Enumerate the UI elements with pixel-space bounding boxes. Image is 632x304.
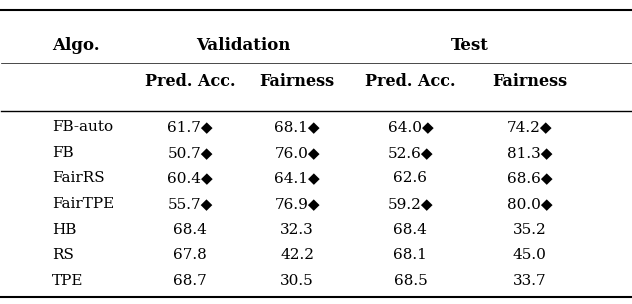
Text: 62.6: 62.6 [393, 171, 427, 185]
Text: 68.6◆: 68.6◆ [507, 171, 553, 185]
Text: 81.3◆: 81.3◆ [507, 146, 553, 160]
Text: TPE: TPE [52, 274, 83, 288]
Text: 76.0◆: 76.0◆ [274, 146, 320, 160]
Text: 68.4: 68.4 [394, 223, 427, 237]
Text: 61.7◆: 61.7◆ [167, 120, 213, 134]
Text: Pred. Acc.: Pred. Acc. [145, 73, 235, 90]
Text: 68.5: 68.5 [394, 274, 427, 288]
Text: FairRS: FairRS [52, 171, 104, 185]
Text: 76.9◆: 76.9◆ [274, 197, 320, 211]
Text: 55.7◆: 55.7◆ [167, 197, 213, 211]
Text: HB: HB [52, 223, 76, 237]
Text: FB: FB [52, 146, 73, 160]
Text: Fairness: Fairness [260, 73, 335, 90]
Text: 32.3: 32.3 [280, 223, 314, 237]
Text: Fairness: Fairness [492, 73, 568, 90]
Text: 80.0◆: 80.0◆ [507, 197, 553, 211]
Text: 64.0◆: 64.0◆ [387, 120, 434, 134]
Text: 30.5: 30.5 [280, 274, 314, 288]
Text: 68.7: 68.7 [173, 274, 207, 288]
Text: 68.1◆: 68.1◆ [274, 120, 320, 134]
Text: Pred. Acc.: Pred. Acc. [365, 73, 456, 90]
Text: Test: Test [451, 36, 489, 54]
Text: Algo.: Algo. [52, 36, 99, 54]
Text: 60.4◆: 60.4◆ [167, 171, 213, 185]
Text: 45.0: 45.0 [513, 248, 547, 262]
Text: 64.1◆: 64.1◆ [274, 171, 320, 185]
Text: 33.7: 33.7 [513, 274, 547, 288]
Text: 50.7◆: 50.7◆ [167, 146, 213, 160]
Text: 68.1: 68.1 [394, 248, 427, 262]
Text: 42.2: 42.2 [280, 248, 314, 262]
Text: 59.2◆: 59.2◆ [387, 197, 433, 211]
Text: 67.8: 67.8 [173, 248, 207, 262]
Text: 35.2: 35.2 [513, 223, 547, 237]
Text: 68.4: 68.4 [173, 223, 207, 237]
Text: 52.6◆: 52.6◆ [387, 146, 433, 160]
Text: RS: RS [52, 248, 73, 262]
Text: Validation: Validation [197, 36, 291, 54]
Text: FairTPE: FairTPE [52, 197, 114, 211]
Text: 74.2◆: 74.2◆ [507, 120, 553, 134]
Text: FB-auto: FB-auto [52, 120, 113, 134]
